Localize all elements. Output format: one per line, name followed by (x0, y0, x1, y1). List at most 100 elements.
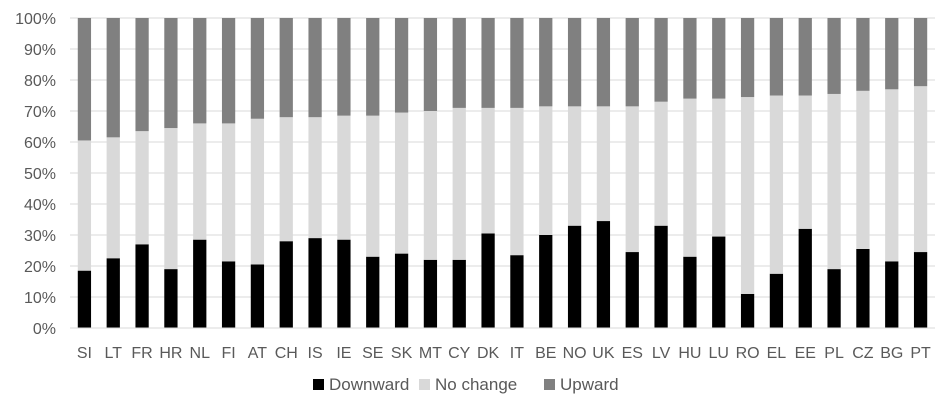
x-tick-label: NL (190, 345, 211, 362)
bar-segment-no-change-cy (452, 107, 466, 260)
bar-segment-no-change-dk (481, 107, 495, 234)
y-axis-tick-labels: 0% 10% 20% 30% 40% 50% 60% 70% 80% 90% 100% (15, 11, 56, 338)
y-tick-label: 50% (24, 166, 56, 183)
x-tick-label: SK (391, 345, 413, 362)
legend-label: Upward (560, 375, 619, 394)
x-tick-label: LV (652, 345, 671, 362)
bar-segment-no-change-hu (683, 98, 697, 257)
x-tick-label: MT (419, 345, 442, 362)
bar-segment-downward-si (77, 270, 92, 328)
bar-segment-upward-it (510, 18, 524, 108)
x-tick-label: SI (77, 345, 92, 362)
bar-segment-upward-pl (827, 18, 841, 94)
bar-segment-downward-cy (452, 259, 466, 328)
x-tick-label: HU (678, 345, 701, 362)
y-tick-label: 80% (24, 73, 56, 90)
bar-segment-no-change-si (77, 140, 92, 271)
gridlines (70, 17, 935, 298)
y-tick-label: 30% (24, 228, 56, 245)
bar-segment-downward-it (510, 255, 524, 328)
bar-segment-downward-hu (683, 256, 697, 328)
bar-segment-downward-lt (106, 258, 120, 328)
x-tick-label: SE (362, 345, 383, 362)
bars (77, 18, 928, 328)
bar-segment-no-change-fr (135, 131, 149, 245)
bar-segment-upward-fr (135, 18, 149, 132)
bar-segment-downward-fr (135, 244, 149, 328)
bar-segment-upward-uk (596, 18, 611, 107)
y-tick-label: 20% (24, 259, 56, 276)
bar-segment-no-change-pt (913, 86, 928, 253)
bar-segment-no-change-be (539, 106, 553, 235)
bar-segment-no-change-ee (798, 95, 812, 229)
bar-segment-upward-cz (856, 18, 870, 91)
bar-segment-upward-ch (279, 18, 293, 118)
bar-segment-upward-lu (712, 18, 726, 99)
bar-segment-upward-ie (337, 18, 351, 116)
x-tick-label: LT (105, 345, 123, 362)
bar-segment-downward-uk (596, 221, 611, 328)
y-tick-label: 90% (24, 42, 56, 59)
bar-segment-no-change-fi (221, 123, 236, 262)
bar-segment-downward-lu (712, 236, 726, 328)
bar-segment-upward-lt (106, 18, 120, 138)
bar-segment-no-change-lu (712, 98, 726, 237)
bar-segment-no-change-mt (423, 111, 438, 260)
x-tick-label: CY (448, 345, 471, 362)
legend: Downward No change Upward (313, 375, 619, 394)
bar-segment-no-change-no (567, 106, 582, 226)
x-tick-label: FI (221, 345, 235, 362)
x-tick-label: UK (592, 345, 615, 362)
bar-segment-no-change-nl (193, 123, 207, 240)
bar-segment-downward-is (308, 238, 322, 328)
legend-swatch-upward (544, 379, 555, 390)
bar-segment-upward-ee (798, 18, 812, 96)
bar-segment-upward-hu (683, 18, 697, 99)
bar-segment-downward-no (567, 225, 582, 328)
x-tick-label: CZ (852, 345, 874, 362)
bar-segment-upward-ro (740, 18, 755, 98)
bar-segment-downward-sk (394, 253, 409, 328)
bar-segment-no-change-el (769, 95, 784, 274)
bar-segment-downward-cz (856, 248, 870, 328)
bar-segment-upward-no (567, 18, 582, 107)
x-tick-label: NO (563, 345, 587, 362)
y-tick-label: 60% (24, 135, 56, 152)
bar-segment-upward-fi (221, 18, 236, 124)
bar-segment-downward-nl (193, 239, 207, 328)
bar-segment-no-change-cz (856, 90, 870, 249)
x-tick-label: IT (510, 345, 524, 362)
x-tick-label: AT (248, 345, 267, 362)
bar-segment-no-change-es (625, 106, 639, 253)
bar-segment-no-change-ro (740, 97, 755, 294)
bar-segment-upward-bg (885, 18, 899, 90)
bar-segment-downward-at (250, 264, 265, 328)
x-tick-label: RO (736, 345, 760, 362)
bar-segment-upward-dk (481, 18, 495, 108)
bar-segment-upward-se (366, 18, 380, 116)
bar-segment-downward-pt (913, 252, 928, 328)
x-tick-label: BE (535, 345, 556, 362)
bar-segment-upward-sk (394, 18, 409, 113)
y-tick-label: 100% (15, 11, 56, 28)
bar-segment-downward-ch (279, 241, 293, 328)
bar-segment-downward-se (366, 256, 380, 328)
x-tick-label: FR (131, 345, 152, 362)
bar-segment-no-change-sk (394, 112, 409, 254)
y-tick-label: 0% (33, 321, 56, 338)
bar-segment-no-change-se (366, 115, 380, 257)
x-tick-label: DK (477, 345, 500, 362)
bar-segment-downward-mt (423, 259, 438, 328)
x-tick-label: BG (880, 345, 903, 362)
legend-label: Downward (329, 375, 409, 394)
x-tick-label: ES (622, 345, 643, 362)
bar-segment-no-change-bg (885, 89, 899, 262)
bar-segment-no-change-at (250, 118, 265, 265)
y-tick-label: 40% (24, 197, 56, 214)
bar-segment-downward-es (625, 252, 639, 328)
bar-segment-no-change-lt (106, 137, 120, 259)
bar-segment-downward-ie (337, 239, 351, 328)
bar-segment-no-change-ch (279, 117, 293, 242)
bar-segment-no-change-hr (164, 128, 178, 270)
